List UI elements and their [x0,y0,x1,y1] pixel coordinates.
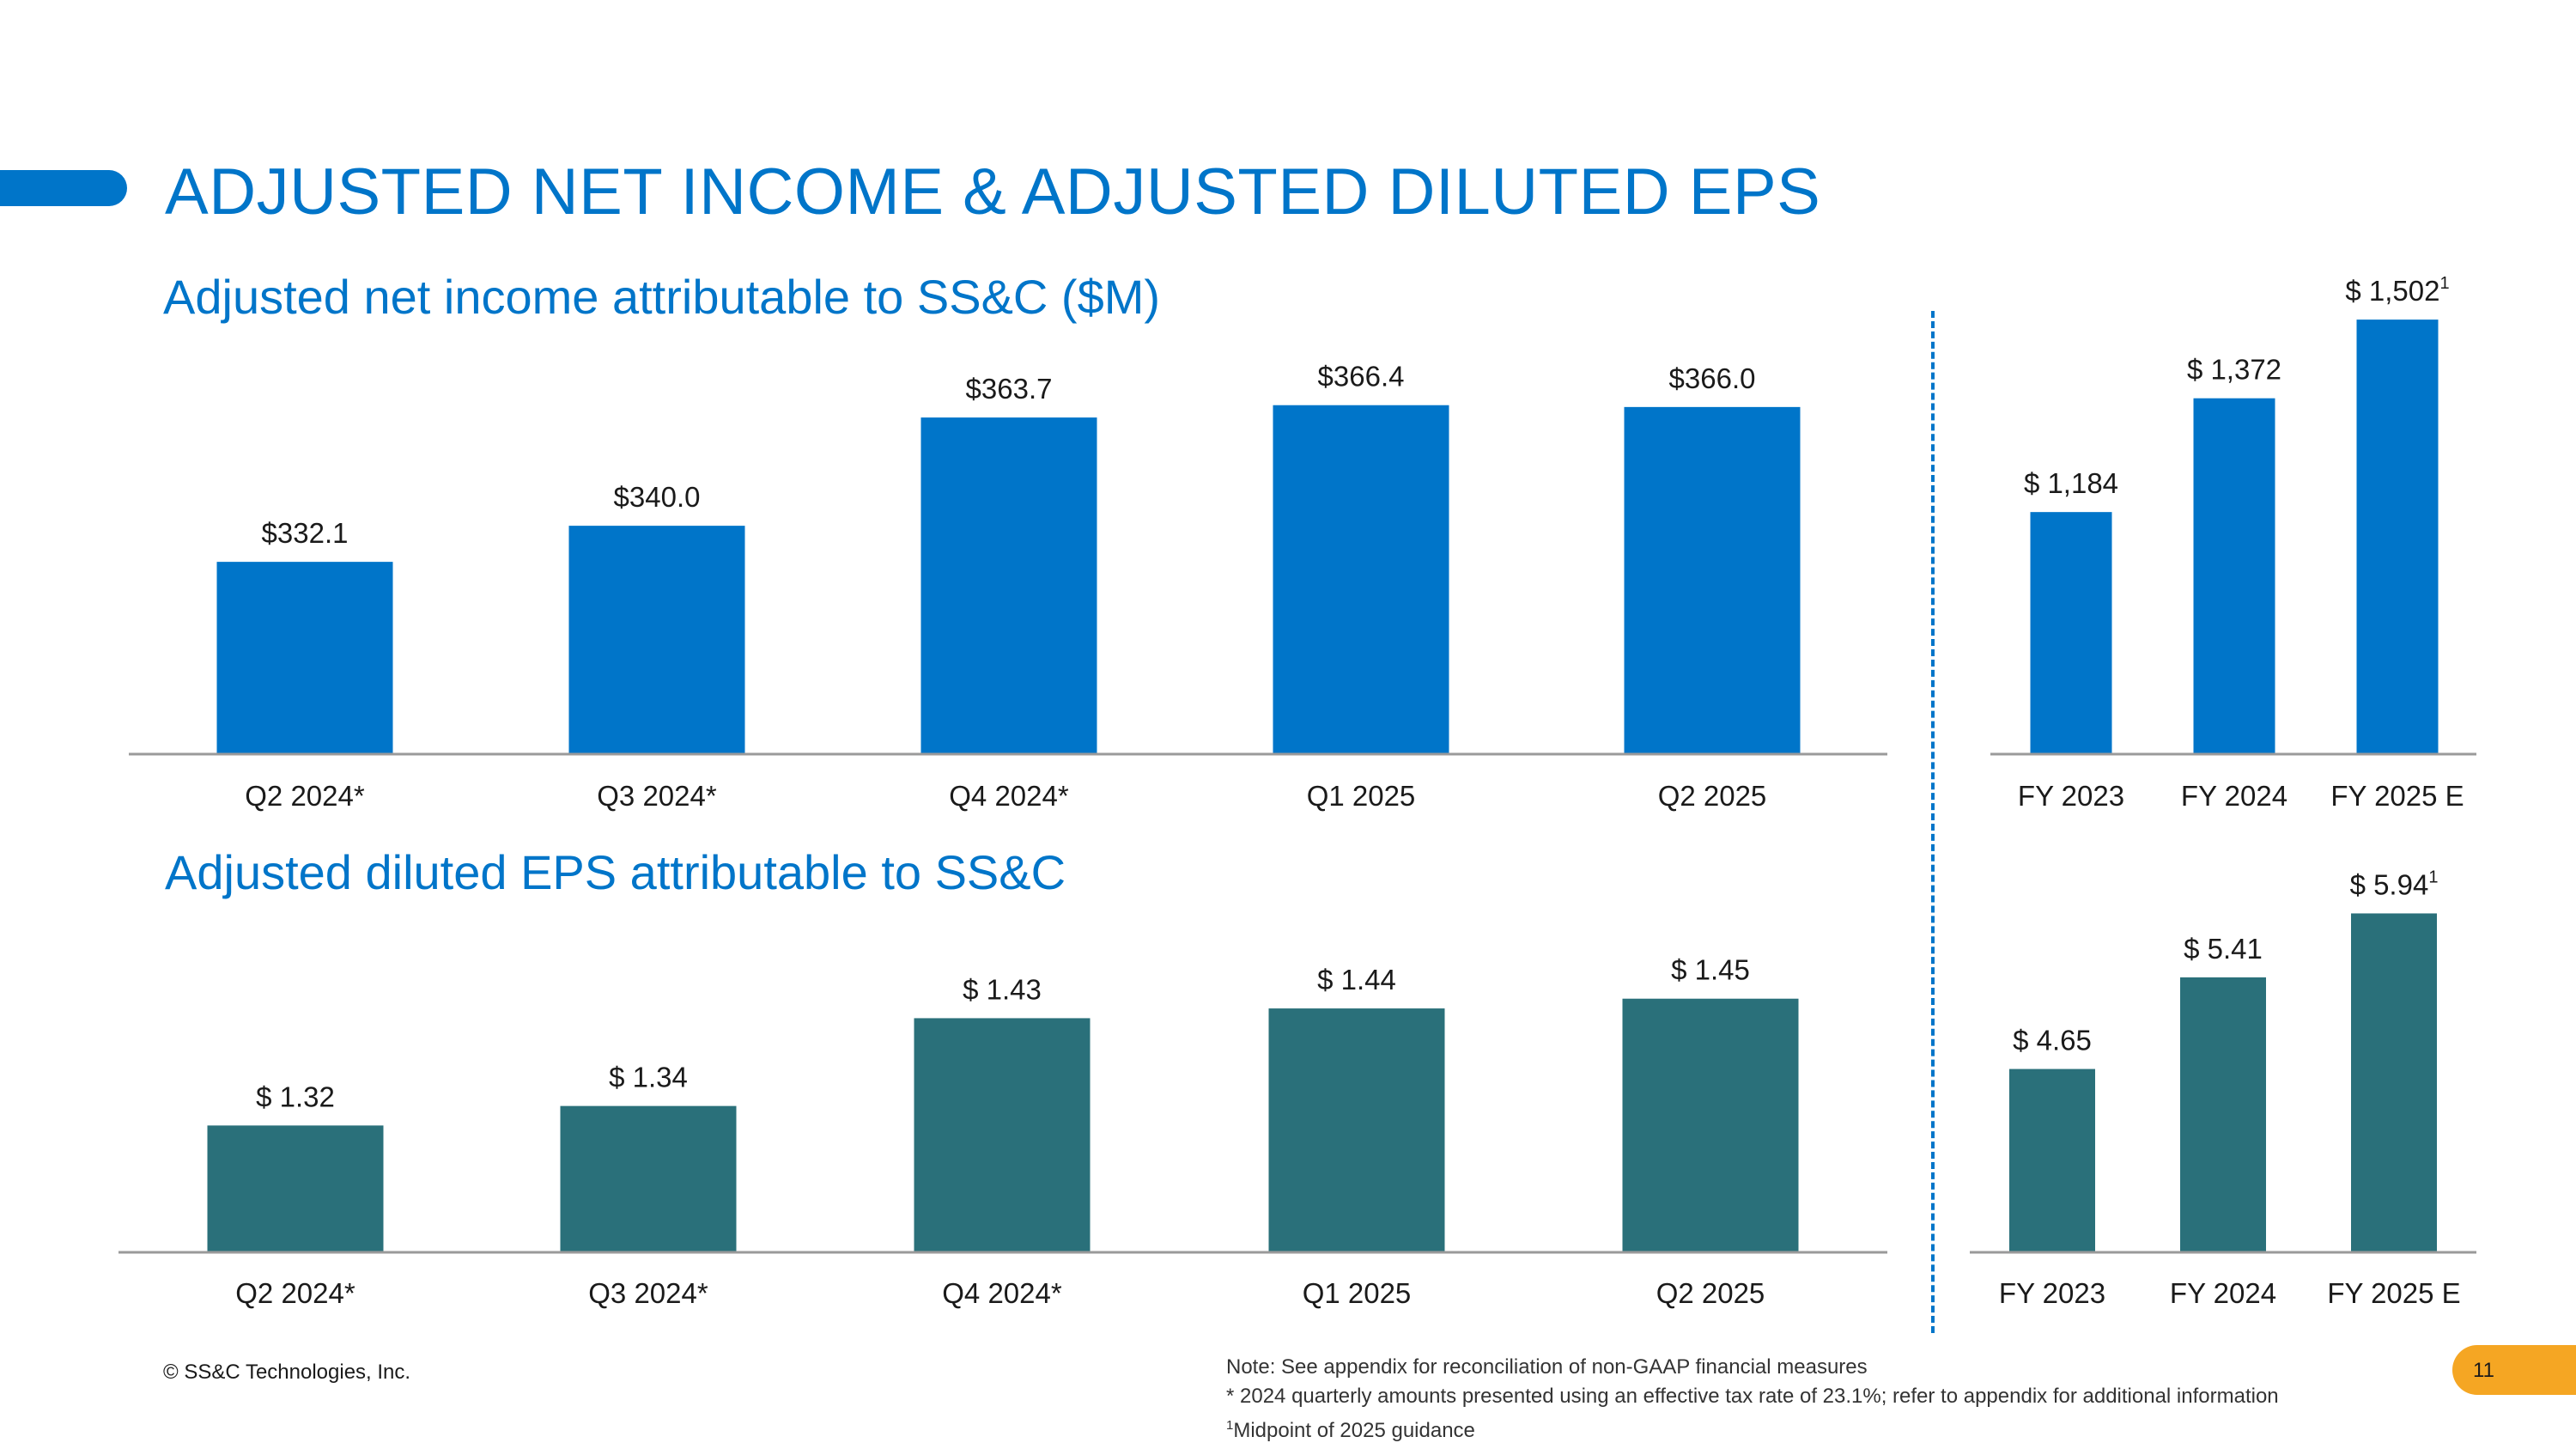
section-divider [1931,311,1935,1333]
page-number-badge [2452,1345,2576,1395]
ni-quarterly-bar-0 [216,562,393,754]
copyright: © SS&C Technologies, Inc. [163,1361,411,1384]
eps-annual-bar-0 [2009,1068,2095,1252]
note-reconciliation: Note: See appendix for reconciliation of… [1226,1355,1868,1379]
eps-annual-tick-label-2: FY 2025 E [2327,1277,2460,1309]
ni-quarterly-data-label-0: $332.1 [262,517,349,549]
ni-annual-data-label-1: $ 1,372 [2187,354,2281,386]
ni-quarterly-data-label-2: $363.7 [966,373,1053,405]
eps-annual-tick-label-1: FY 2024 [2170,1277,2276,1309]
eps-quarterly-tick-label-4: Q2 2025 [1656,1277,1765,1309]
ni-annual-data-label-0: $ 1,184 [2024,467,2118,499]
net-income-quarterly-chart: $332.1 Q2 2024* $340.0 Q3 2024* $363.7 Q4 202… [129,361,1887,812]
note-guidance-sup: 1 [1226,1418,1234,1433]
eps-annual-data-label-0: $ 4.65 [2013,1025,2092,1056]
eps-quarterly-bar-0 [207,1125,384,1252]
ni-annual-bar-0 [2030,512,2112,754]
ni-quarterly-data-label-3: $366.4 [1318,361,1405,393]
note-guidance: 1Midpoint of 2025 guidance [1226,1411,2279,1446]
eps-quarterly-data-label-2: $ 1.43 [963,973,1042,1005]
ni-quarterly-bar-1 [568,526,745,754]
ni-annual-bar-1 [2193,398,2275,754]
title-accent-bar [0,170,127,206]
ni-quarterly-bar-4 [1624,406,1801,754]
ni-quarterly-bar-3 [1273,405,1449,754]
ni-quarterly-tick-label-0: Q2 2024* [245,780,365,812]
ni-annual-tick-label-0: FY 2023 [2018,780,2124,812]
eps-quarterly-tick-label-1: Q3 2024* [588,1277,708,1309]
ni-quarterly-tick-label-2: Q4 2024* [949,780,1069,812]
ni-quarterly-tick-label-1: Q3 2024* [597,780,717,812]
eps-annual-bar-2 [2351,913,2437,1252]
eps-quarterly-tick-label-2: Q4 2024* [942,1277,1062,1309]
eps-quarterly-bar-4 [1622,998,1799,1252]
eps-annual-chart: $ 4.65 FY 2023 $ 5.41 FY 2024 $ 5.941 FY 2025… [1970,868,2476,1309]
eps-quarterly-bar-3 [1268,1008,1445,1252]
eps-quarterly-data-label-1: $ 1.34 [609,1062,688,1093]
net-income-annual-chart: $ 1,184 FY 2023 $ 1,372 FY 2024 $ 1,5021 FY 2… [1990,274,2476,812]
eps-annual-data-label-2: $ 5.941 [2350,868,2439,900]
note-tax-rate: * 2024 quarterly amounts presented using… [1226,1385,2279,1408]
ni-annual-data-label-2: $ 1,5021 [2345,274,2449,307]
eps-quarterly-data-label-4: $ 1.45 [1671,954,1750,986]
net-income-subtitle: Adjusted net income attributable to SS&C… [163,270,1161,324]
ni-annual-tick-label-2: FY 2025 E [2330,780,2464,812]
eps-quarterly-data-label-0: $ 1.32 [256,1081,335,1112]
eps-annual-bar-1 [2180,977,2266,1252]
eps-quarterly-bar-1 [560,1105,737,1252]
ni-annual-bar-2 [2356,320,2439,754]
eps-quarterly-bar-2 [914,1018,1091,1252]
eps-quarterly-tick-label-0: Q2 2024* [235,1277,355,1309]
eps-quarterly-data-label-3: $ 1.44 [1317,964,1396,995]
eps-annual-tick-label-0: FY 2023 [1999,1277,2105,1309]
page-number: 11 [2473,1359,2494,1382]
ni-quarterly-tick-label-4: Q2 2025 [1658,780,1767,812]
ni-quarterly-data-label-4: $366.0 [1669,362,1756,394]
eps-quarterly-tick-label-3: Q1 2025 [1303,1277,1412,1309]
footnotes: Note: See appendix for reconciliation of… [1226,1353,2279,1446]
eps-quarterly-chart: $ 1.32 Q2 2024* $ 1.34 Q3 2024* $ 1.43 Q4 202… [118,954,1887,1309]
eps-annual-data-label-1: $ 5.41 [2184,933,2263,965]
page-title: ADJUSTED NET INCOME & ADJUSTED DILUTED E… [165,155,1821,228]
eps-subtitle: Adjusted diluted EPS attributable to SS&… [165,845,1066,899]
ni-quarterly-data-label-1: $340.0 [614,481,701,513]
ni-quarterly-tick-label-3: Q1 2025 [1307,780,1416,812]
ni-annual-tick-label-1: FY 2024 [2181,780,2287,812]
ni-quarterly-bar-2 [920,417,1097,754]
note-guidance-text: Midpoint of 2025 guidance [1233,1419,1475,1442]
